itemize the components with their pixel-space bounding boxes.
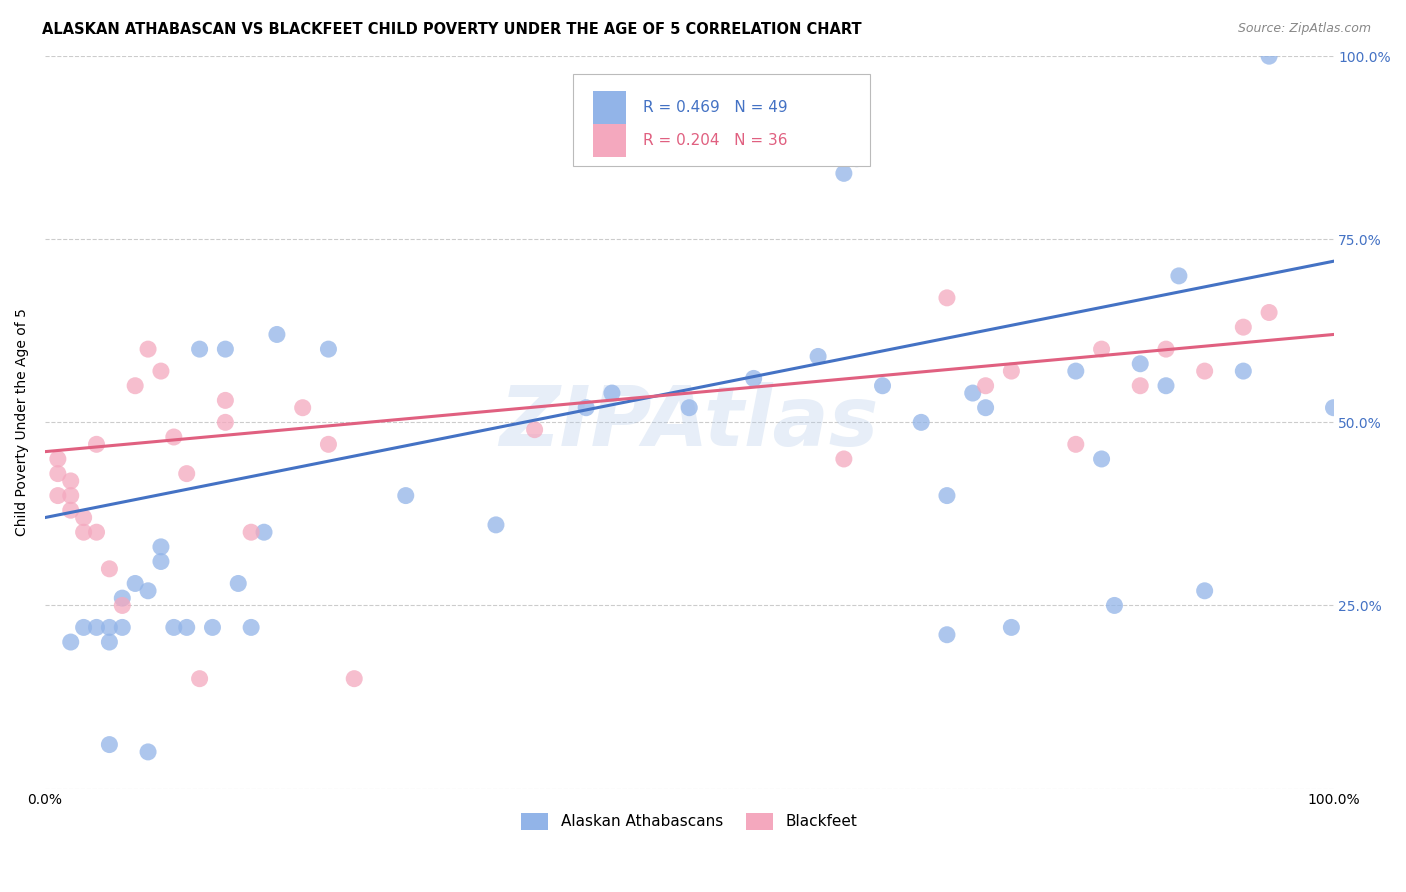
Point bbox=[136, 342, 159, 356]
Point bbox=[872, 378, 894, 392]
Point bbox=[226, 576, 249, 591]
Point bbox=[318, 437, 340, 451]
Point bbox=[46, 467, 69, 481]
Point bbox=[832, 452, 855, 467]
Point bbox=[1154, 378, 1177, 392]
Point bbox=[72, 510, 94, 524]
Point bbox=[936, 628, 959, 642]
Point bbox=[1322, 401, 1344, 415]
Point bbox=[600, 386, 623, 401]
Point bbox=[1129, 357, 1152, 371]
Point bbox=[201, 620, 224, 634]
Point bbox=[936, 489, 959, 503]
Point bbox=[1104, 599, 1126, 613]
Point bbox=[59, 489, 82, 503]
Point bbox=[318, 342, 340, 356]
Text: ALASKAN ATHABASCAN VS BLACKFEET CHILD POVERTY UNDER THE AGE OF 5 CORRELATION CHA: ALASKAN ATHABASCAN VS BLACKFEET CHILD PO… bbox=[42, 22, 862, 37]
Point bbox=[1232, 320, 1254, 334]
Point bbox=[163, 430, 186, 444]
Text: Source: ZipAtlas.com: Source: ZipAtlas.com bbox=[1237, 22, 1371, 36]
FancyBboxPatch shape bbox=[592, 91, 626, 124]
Point bbox=[72, 620, 94, 634]
Text: ZIPAtlas: ZIPAtlas bbox=[499, 382, 879, 463]
Point bbox=[962, 386, 984, 401]
Point bbox=[149, 554, 172, 568]
Point bbox=[149, 540, 172, 554]
Point bbox=[974, 378, 997, 392]
Point bbox=[1258, 305, 1281, 319]
Point bbox=[98, 738, 121, 752]
Point bbox=[1000, 620, 1022, 634]
Point bbox=[176, 467, 198, 481]
Point bbox=[910, 415, 932, 429]
Text: R = 0.469   N = 49: R = 0.469 N = 49 bbox=[643, 100, 787, 115]
Point bbox=[575, 401, 598, 415]
Point bbox=[72, 525, 94, 540]
Point bbox=[936, 291, 959, 305]
Point bbox=[86, 437, 108, 451]
Point bbox=[98, 562, 121, 576]
Point bbox=[163, 620, 186, 634]
Point bbox=[86, 620, 108, 634]
Point bbox=[149, 364, 172, 378]
FancyBboxPatch shape bbox=[574, 75, 870, 166]
Point bbox=[974, 401, 997, 415]
Point bbox=[98, 635, 121, 649]
Text: R = 0.204   N = 36: R = 0.204 N = 36 bbox=[643, 133, 787, 148]
Point bbox=[845, 152, 868, 166]
Point bbox=[1129, 378, 1152, 392]
Point bbox=[1194, 583, 1216, 598]
Point bbox=[124, 576, 146, 591]
Point bbox=[523, 423, 546, 437]
Point bbox=[136, 583, 159, 598]
Point bbox=[1194, 364, 1216, 378]
Point bbox=[240, 620, 263, 634]
Point bbox=[395, 489, 418, 503]
Point bbox=[1064, 437, 1087, 451]
Point bbox=[1167, 268, 1189, 283]
Point bbox=[832, 166, 855, 180]
Point bbox=[1000, 364, 1022, 378]
Point bbox=[1090, 452, 1112, 467]
Point bbox=[111, 620, 134, 634]
Point bbox=[188, 672, 211, 686]
Point bbox=[678, 401, 700, 415]
Point bbox=[46, 489, 69, 503]
Point bbox=[46, 452, 69, 467]
Y-axis label: Child Poverty Under the Age of 5: Child Poverty Under the Age of 5 bbox=[15, 309, 30, 536]
Point bbox=[59, 503, 82, 517]
Point bbox=[1232, 364, 1254, 378]
Point bbox=[188, 342, 211, 356]
Point bbox=[124, 378, 146, 392]
Point bbox=[1258, 49, 1281, 63]
Point bbox=[59, 474, 82, 488]
Point bbox=[240, 525, 263, 540]
Point bbox=[214, 342, 236, 356]
Point bbox=[485, 517, 508, 532]
Point bbox=[1154, 342, 1177, 356]
Point bbox=[59, 635, 82, 649]
Point bbox=[111, 591, 134, 606]
Point bbox=[742, 371, 765, 385]
Point bbox=[291, 401, 314, 415]
Point bbox=[176, 620, 198, 634]
Legend: Alaskan Athabascans, Blackfeet: Alaskan Athabascans, Blackfeet bbox=[515, 807, 863, 836]
Point bbox=[1090, 342, 1112, 356]
Point bbox=[98, 620, 121, 634]
Point bbox=[807, 350, 830, 364]
FancyBboxPatch shape bbox=[592, 124, 626, 157]
Point bbox=[1064, 364, 1087, 378]
Point bbox=[343, 672, 366, 686]
Point bbox=[86, 525, 108, 540]
Point bbox=[253, 525, 276, 540]
Point bbox=[136, 745, 159, 759]
Point bbox=[214, 415, 236, 429]
Point bbox=[214, 393, 236, 408]
Point bbox=[111, 599, 134, 613]
Point bbox=[266, 327, 288, 342]
